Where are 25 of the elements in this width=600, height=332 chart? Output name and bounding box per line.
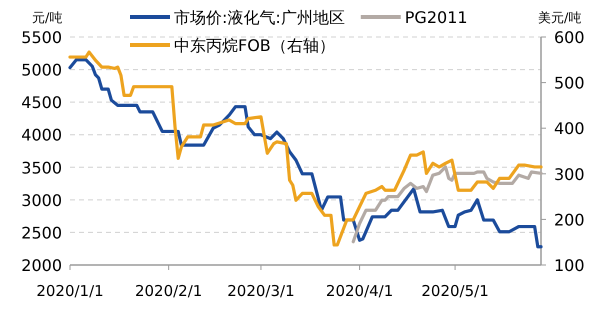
y2-tick-label: 500 xyxy=(554,74,585,93)
y-tick-label: 4000 xyxy=(21,126,62,145)
legend-label: PG2011 xyxy=(404,8,468,27)
y-tick-label: 3000 xyxy=(21,190,62,210)
y-tick-label: 5000 xyxy=(21,60,62,80)
y2-tick-label: 400 xyxy=(554,119,585,138)
y-tick-label: 2500 xyxy=(21,223,62,242)
legend-label: 市场价:液化气:广州地区 xyxy=(174,8,345,27)
x-tick-label: 2020/2/1 xyxy=(134,282,202,300)
y-tick-label: 5500 xyxy=(21,28,62,47)
y2-tick-label: 100 xyxy=(554,256,585,275)
y-axis-title: 元/吨 xyxy=(32,11,62,26)
y2-tick-label: 600 xyxy=(554,28,585,47)
y2-axis-title: 美元/吨 xyxy=(538,10,582,26)
x-tick-label: 2020/4/1 xyxy=(326,282,394,300)
x-tick-label: 2020/5/1 xyxy=(421,282,489,300)
y-tick-label: 2000 xyxy=(21,256,62,275)
x-tick-label: 2020/1/1 xyxy=(36,282,104,300)
x-tick-label: 2020/3/1 xyxy=(227,282,295,300)
line-series xyxy=(352,165,543,244)
y2-tick-label: 200 xyxy=(554,210,585,230)
legend-label: 中东丙烷FOB（右轴） xyxy=(174,36,335,55)
y2-tick-label: 300 xyxy=(554,164,585,184)
y-tick-label: 4500 xyxy=(21,93,62,112)
y-tick-label: 3500 xyxy=(21,158,62,178)
